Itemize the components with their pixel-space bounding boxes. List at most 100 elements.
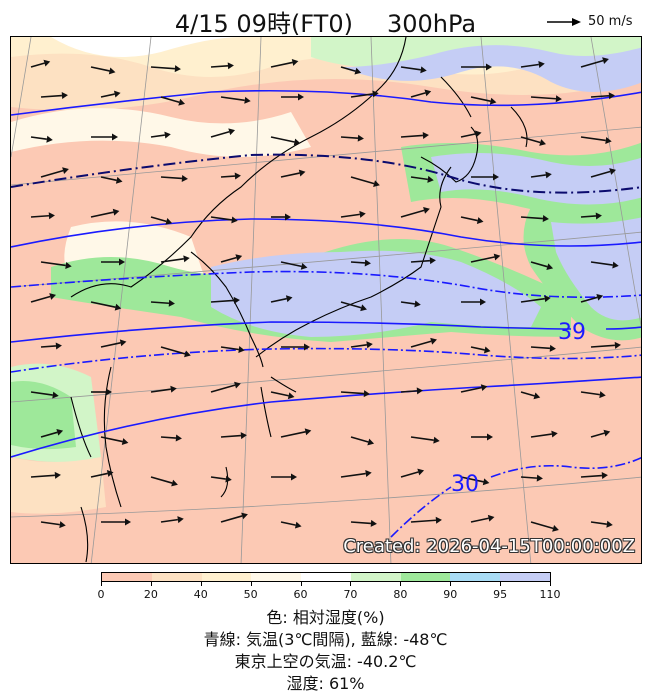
- wind-arrow-head: [483, 346, 491, 354]
- wind-arrow-head: [606, 520, 613, 528]
- wind-arrow-head: [65, 262, 72, 269]
- wind-arrow-head: [536, 474, 543, 482]
- contour-label-30: 30: [451, 472, 479, 497]
- wind-arrow-head: [539, 139, 546, 146]
- wind-arrow-shaft: [340, 391, 364, 395]
- colorbar-tick-mark: [250, 582, 252, 586]
- wind-arrow-head: [546, 263, 554, 271]
- reference-vector-label: 50 m/s: [588, 14, 633, 29]
- wind-arrow-head: [595, 212, 602, 220]
- wind-arrow-head: [181, 174, 188, 182]
- temperature-contours: [11, 89, 641, 538]
- wind-arrow-head: [372, 90, 379, 98]
- wind-arrow-shaft: [210, 476, 226, 480]
- wind-arrow-shaft: [160, 176, 183, 180]
- wind-arrow-shaft: [270, 391, 289, 397]
- wind-arrow-head: [238, 346, 245, 353]
- wind-arrow-head: [544, 295, 551, 303]
- wind-arrow-shaft: [210, 299, 234, 303]
- wind-arrow-shaft: [400, 390, 418, 393]
- wind-arrow-shaft: [100, 436, 123, 443]
- wind-arrow-shaft: [350, 261, 366, 264]
- wind-arrow-shaft: [90, 211, 114, 218]
- wind-arrow-shaft: [580, 59, 604, 68]
- wind-arrow-shaft: [160, 258, 184, 263]
- wind-arrow-shaft: [470, 346, 485, 351]
- wind-arrow-head: [304, 343, 310, 351]
- wind-arrow-shaft: [160, 96, 180, 104]
- wind-arrow-head: [538, 61, 545, 68]
- wind-arrow-shaft: [530, 261, 548, 268]
- wind-arrow-shaft: [160, 436, 177, 439]
- wind-arrow-head: [54, 471, 61, 479]
- created-timestamp: Created: 2026-04-15T00:00:00Z: [343, 536, 635, 557]
- wind-arrow-shaft: [460, 476, 484, 483]
- colorbar-tick-label: 90: [443, 588, 458, 601]
- wind-arrow-shaft: [210, 65, 229, 68]
- wind-arrow-shaft: [350, 521, 372, 525]
- wind-arrow-shaft: [150, 66, 175, 70]
- wind-arrow-shaft: [590, 94, 610, 98]
- wind-arrow-shaft: [210, 384, 236, 393]
- wind-arrow-head: [113, 90, 121, 98]
- wind-arrow-head: [493, 253, 501, 261]
- wind-arrow-head: [183, 255, 190, 263]
- wind-arrow-shaft: [340, 472, 366, 478]
- wind-arrow-shaft: [270, 297, 287, 303]
- wind-arrow-head: [61, 92, 68, 100]
- wind-arrow-shaft: [270, 61, 293, 68]
- wind-arrow-shaft: [30, 391, 53, 396]
- wind-arrow-shaft: [210, 130, 230, 138]
- wind-arrow-head: [106, 388, 112, 396]
- wind-arrow-shaft: [520, 216, 544, 220]
- wind-arrow-head: [234, 172, 241, 180]
- map-title: 4/15 09時(FT0) 300hPa: [0, 4, 651, 39]
- wind-arrow-head: [416, 387, 423, 395]
- wind-arrow-head: [174, 65, 181, 73]
- wind-arrow-shaft: [30, 136, 47, 141]
- wind-arrow-head: [533, 392, 541, 400]
- wind-arrow-head: [435, 516, 442, 524]
- humidity-field: [11, 37, 641, 563]
- colorbar-tick-label: 95: [493, 588, 508, 601]
- wind-arrow-head: [360, 304, 367, 312]
- legend-humidity: 色: 相対湿度(%): [266, 608, 385, 627]
- wind-arrow-shaft: [270, 136, 295, 143]
- wind-arrow-shaft: [460, 216, 478, 222]
- wind-arrow-shaft: [410, 92, 426, 98]
- wind-arrow-head: [480, 384, 488, 392]
- wind-arrow-head: [549, 344, 556, 352]
- wind-arrow-shaft: [400, 66, 421, 71]
- wind-arrow-shaft: [580, 296, 598, 303]
- wind-arrow-shaft: [220, 515, 243, 523]
- wind-arrow-head: [121, 438, 129, 445]
- colorbar-segment: [102, 573, 152, 581]
- wind-arrow-head: [233, 296, 240, 304]
- wind-arrow-head: [170, 385, 177, 393]
- wind-arrow-shaft: [520, 136, 541, 144]
- wind-arrow-shaft: [220, 175, 236, 178]
- wind-arrow-shaft: [530, 521, 554, 530]
- colorbar-tick-mark: [200, 582, 202, 586]
- wind-arrow-shaft: [590, 432, 605, 438]
- colorbar-segment: [350, 573, 401, 581]
- colorbar-tick-mark: [550, 582, 551, 586]
- wind-arrow-shaft: [350, 176, 375, 185]
- wind-arrow-head: [115, 176, 123, 184]
- wind-arrow-head: [227, 62, 234, 70]
- wind-arrow-head: [300, 262, 308, 270]
- legend-tokyo-humidity: 湿度: 61%: [286, 674, 365, 693]
- wind-arrow-head: [365, 470, 372, 477]
- wind-arrow-shaft: [220, 256, 237, 263]
- wind-arrow-shaft: [520, 297, 545, 303]
- wind-arrow-head: [487, 433, 493, 441]
- wind-arrow-head: [112, 208, 120, 216]
- wind-arrow-head: [542, 215, 549, 223]
- wind-arrow-shaft: [470, 517, 489, 523]
- colorbar: [101, 572, 551, 582]
- wind-arrow-head: [48, 212, 55, 220]
- wind-arrow-shaft: [460, 133, 476, 138]
- wind-arrow-head: [114, 303, 122, 311]
- wind-arrow-head: [423, 207, 430, 214]
- wind-arrow-head: [603, 429, 611, 437]
